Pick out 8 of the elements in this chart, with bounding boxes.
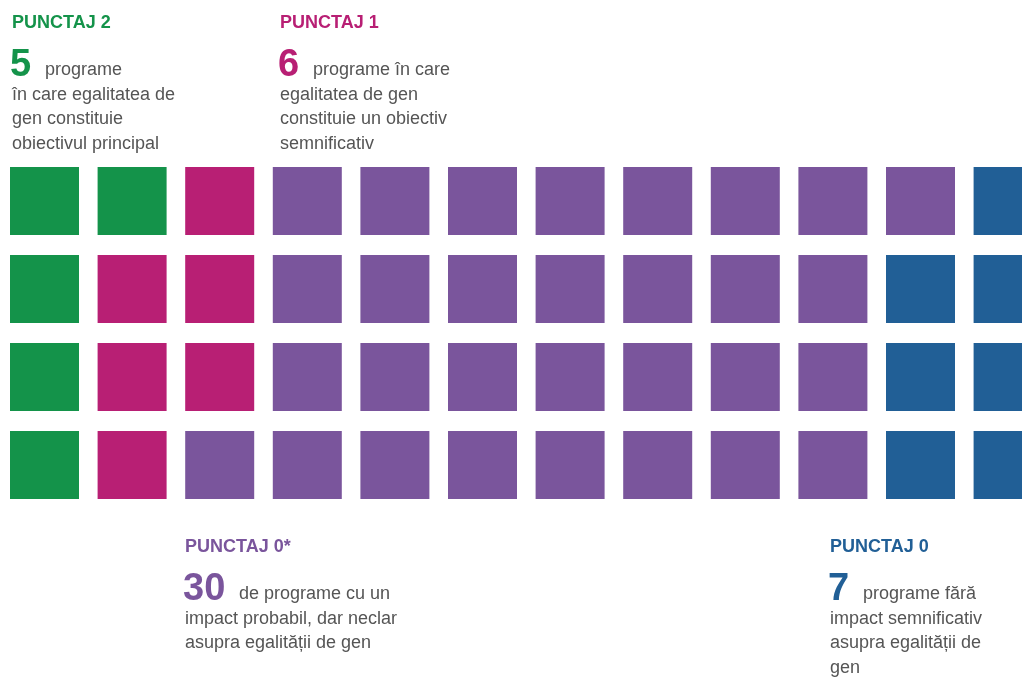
category-label: PUNCTAJ 0* xyxy=(185,536,291,556)
category-label: PUNCTAJ 1 xyxy=(280,12,379,32)
data-label: 7 xyxy=(828,566,850,608)
category-label: PUNCTAJ 2 xyxy=(12,12,111,32)
data-label: 30 xyxy=(183,566,226,608)
data-label: 5 xyxy=(10,42,32,84)
category-label: PUNCTAJ 0 xyxy=(830,536,929,556)
data-label: 6 xyxy=(278,42,300,84)
